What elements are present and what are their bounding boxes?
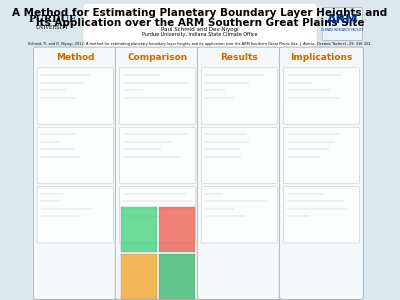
FancyBboxPatch shape (197, 47, 281, 299)
Text: UNIVERSITY: UNIVERSITY (36, 25, 69, 30)
FancyBboxPatch shape (119, 68, 195, 124)
Text: ARM: ARM (326, 13, 358, 26)
Text: Paul Schmid and Dev Niyogi: Paul Schmid and Dev Niyogi (161, 28, 239, 32)
Bar (121, 254, 157, 298)
FancyBboxPatch shape (201, 68, 277, 124)
Text: A Method for Estimating Planetary Boundary Layer Heights and: A Method for Estimating Planetary Bounda… (12, 8, 388, 19)
Text: Implications: Implications (290, 52, 352, 62)
FancyBboxPatch shape (37, 68, 113, 124)
FancyBboxPatch shape (33, 47, 117, 299)
Text: Schmid, P., and D. Niyogi, 2012: A method for estimating planetary boundary laye: Schmid, P., and D. Niyogi, 2012: A metho… (28, 41, 372, 46)
FancyBboxPatch shape (322, 8, 362, 41)
FancyBboxPatch shape (115, 47, 199, 299)
Text: Method: Method (56, 52, 94, 62)
Bar (159, 207, 195, 252)
Text: its Application over the ARM Southern Great Plains Site: its Application over the ARM Southern Gr… (36, 17, 364, 28)
FancyBboxPatch shape (279, 47, 363, 299)
Text: Results: Results (220, 52, 258, 62)
Text: Comparison: Comparison (127, 52, 188, 62)
Text: · · · · · · · · ·: · · · · · · · · · (42, 30, 63, 34)
Text: PURDUE: PURDUE (28, 15, 77, 24)
FancyBboxPatch shape (119, 187, 195, 243)
FancyBboxPatch shape (283, 68, 359, 124)
FancyBboxPatch shape (201, 187, 277, 243)
FancyBboxPatch shape (283, 187, 359, 243)
FancyBboxPatch shape (37, 187, 113, 243)
FancyBboxPatch shape (83, 3, 317, 57)
Bar (121, 207, 157, 252)
FancyBboxPatch shape (119, 127, 195, 184)
FancyBboxPatch shape (283, 127, 359, 184)
Text: Purdue University, Indiana State Climate Office: Purdue University, Indiana State Climate… (142, 32, 258, 37)
Text: CLIMATE RESEARCH FACILITY: CLIMATE RESEARCH FACILITY (321, 28, 364, 32)
Bar (159, 254, 195, 298)
FancyBboxPatch shape (201, 127, 277, 184)
FancyBboxPatch shape (37, 127, 113, 184)
